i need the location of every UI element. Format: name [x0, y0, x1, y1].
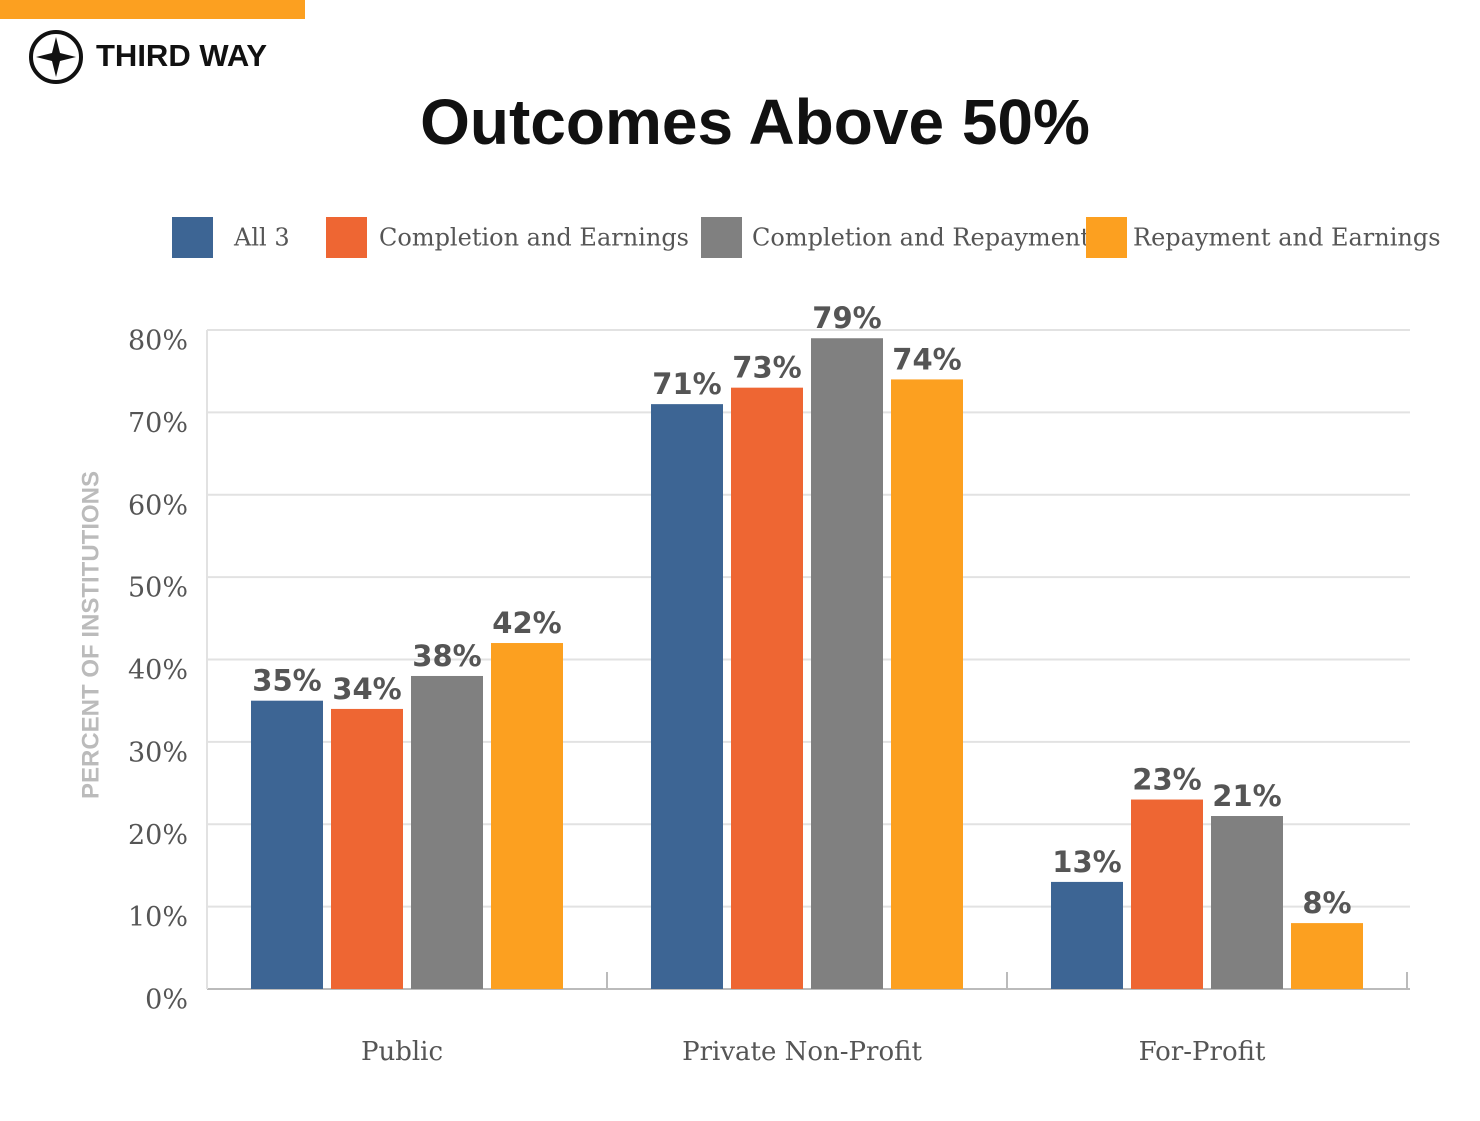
value-label: 38%	[412, 639, 481, 673]
bar	[731, 387, 803, 990]
y-tick-label: 40%	[128, 655, 188, 686]
brand-bar	[0, 0, 305, 19]
bar	[1051, 881, 1123, 989]
x-tick-label: For-Profit	[1139, 1037, 1266, 1067]
x-tick-label: Private Non-Profit	[682, 1037, 922, 1067]
bar	[1291, 923, 1363, 989]
y-tick-label: 20%	[128, 820, 188, 851]
value-label: 8%	[1302, 886, 1351, 920]
legend-swatch	[172, 217, 213, 258]
chart-title: Outcomes Above 50%	[420, 86, 1090, 158]
y-tick-label: 80%	[128, 326, 188, 357]
value-label: 35%	[252, 664, 321, 698]
brand: THIRD WAY	[96, 38, 267, 73]
bar	[251, 700, 323, 989]
legend-swatch	[1086, 217, 1127, 258]
bar	[1131, 799, 1203, 989]
y-tick-label: 10%	[128, 902, 188, 933]
value-label: 73%	[732, 351, 801, 385]
legend-label: Completion and Repayment	[752, 224, 1090, 252]
value-label: 23%	[1132, 763, 1201, 797]
y-tick-label: 0%	[145, 985, 188, 1016]
legend-swatch	[701, 217, 742, 258]
value-label: 74%	[892, 342, 961, 376]
y-tick-label: 30%	[128, 737, 188, 768]
y-tick-label: 50%	[128, 573, 188, 604]
value-label: 42%	[492, 606, 561, 640]
bar	[1211, 816, 1283, 989]
value-label: 21%	[1212, 779, 1281, 813]
value-label: 79%	[812, 301, 881, 335]
bar	[811, 338, 883, 989]
y-tick-label: 60%	[128, 490, 188, 521]
legend-label: Completion and Earnings	[379, 224, 689, 252]
bar	[411, 675, 483, 989]
value-label: 71%	[652, 367, 721, 401]
legend-label: All 3	[233, 224, 290, 252]
y-axis-label: PERCENT OF INSTITUTIONS	[77, 471, 104, 799]
bar	[651, 404, 723, 989]
legend-swatch	[326, 217, 367, 258]
x-tick-label: Public	[361, 1037, 443, 1067]
y-tick-label: 70%	[128, 408, 188, 439]
value-label: 34%	[332, 672, 401, 706]
bar	[331, 708, 403, 989]
logo	[29, 30, 83, 84]
legend-label: Repayment and Earnings	[1133, 224, 1441, 252]
bar	[491, 643, 563, 989]
bar	[891, 379, 963, 989]
value-label: 13%	[1052, 845, 1121, 879]
